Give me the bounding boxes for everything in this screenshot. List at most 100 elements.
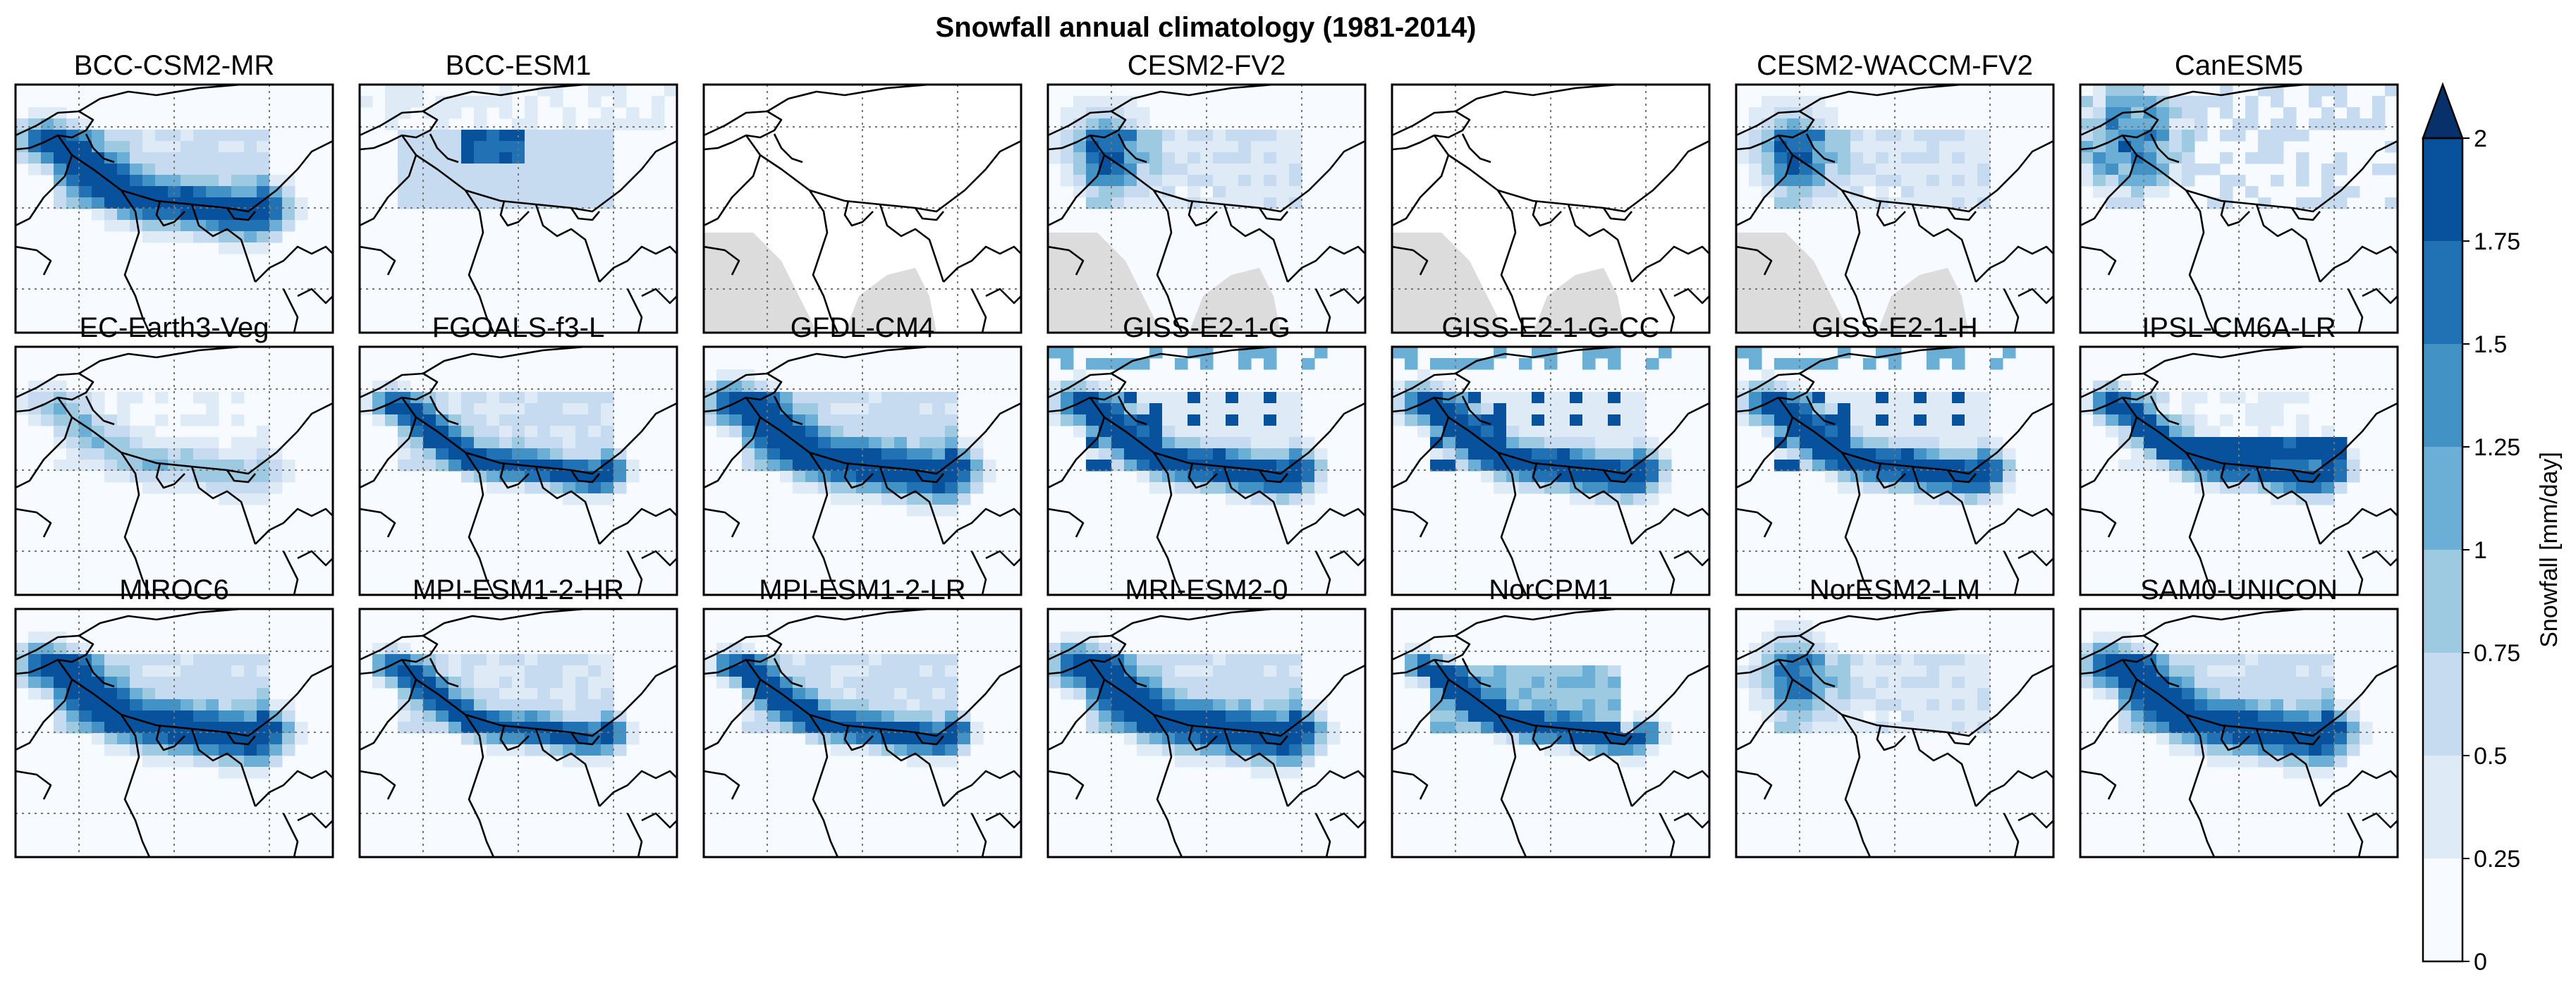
grid-cell [1048,392,1061,404]
grid-cell [282,460,295,472]
grid-cell [1965,688,1978,700]
country-border [985,550,1021,567]
grid-cell [1939,665,1953,677]
country-border [1448,402,1709,475]
grid-cell [601,197,614,209]
grid-cell [1850,414,1864,426]
grid-cell [410,699,424,711]
grid-cell [398,460,411,472]
grid-cell [16,677,29,689]
grid-cell [1289,665,1302,677]
grid-cell [1595,460,1609,472]
grid-cell [244,220,257,232]
grid-cell [780,471,793,483]
grid-cell [436,460,449,472]
grid-cell [831,699,844,711]
grid-cell [1276,197,1290,209]
grid-cell [269,733,283,745]
grid-cell [1443,699,1456,711]
grid-cell [2334,722,2348,734]
grid-cell [945,460,958,472]
grid-cell [1774,164,1788,176]
grid-cell [525,710,538,722]
country-border [1975,770,2053,807]
country-border [360,634,439,675]
grid-cell [155,665,169,677]
grid-cell [1213,688,1226,700]
grid-cell [1137,471,1150,483]
grid-cell [1276,392,1290,404]
grid-cell [474,722,487,734]
grid-cell [2182,677,2195,689]
grid-cell [2309,665,2322,677]
grid-cell [1825,186,1838,198]
grid-cell [1939,448,1953,460]
grid-cell [104,677,118,689]
grid-cell [1977,654,1991,666]
grid-cell [1099,665,1112,677]
grid-cell [920,733,933,745]
grid-cell [142,482,156,494]
grid-cell [1238,437,1252,449]
grid-cell [499,744,513,756]
grid-cell [2220,744,2233,756]
grid-cell [614,448,627,460]
grid-cell [881,437,895,449]
grid-cell [168,152,181,164]
grid-cell [1099,141,1112,153]
grid-cell [1276,756,1290,768]
grid-cell [537,437,551,449]
country-border [1736,507,1773,538]
country-border [190,728,257,807]
grid-cell [231,733,245,745]
grid-cell [1200,403,1214,415]
grid-cell [2131,460,2144,472]
country-border [1567,466,1633,545]
grid-cell [1481,426,1494,438]
grid-cell [1914,665,1927,677]
grid-cell [66,175,80,187]
grid-cell [2207,688,2221,700]
country-border [1188,462,1218,489]
grid-cell [181,130,194,142]
grid-cell [512,403,525,415]
grid-cell [575,699,589,711]
grid-cell [1455,710,1469,722]
grid-cell [1481,665,1494,677]
grid-cell [2296,733,2309,745]
grid-cell [79,437,92,449]
grid-cell [869,403,882,415]
country-border [2149,133,2180,164]
grid-cell [1939,722,1953,734]
grid-cell [461,654,475,666]
grid-cell [704,381,717,393]
panel-title: NorCPM1 [1489,574,1613,605]
grid-cell [79,460,92,472]
grid-cell [1977,460,1991,472]
grid-cell [2106,688,2119,700]
grid-cell [1314,482,1328,494]
grid-cell [1137,164,1150,176]
grid-cell [970,471,984,483]
grid-cell [525,130,538,142]
grid-cell [1620,722,1634,734]
grid-cell [104,175,118,187]
country-border [464,452,495,595]
grid-cell [66,141,80,153]
grid-cell [1175,358,1188,370]
grid-cell [742,710,755,722]
grid-cell [92,141,105,153]
grid-cell [1430,448,1443,460]
grid-cell [2334,448,2348,460]
grid-cell [1608,392,1621,404]
grid-cell [1863,688,1876,700]
country-border [2149,658,2180,688]
grid-cell [1608,437,1621,449]
country-border [1258,732,1288,746]
grid-cell [2118,141,2132,153]
grid-cell [2296,699,2309,711]
grid-cell [436,426,449,438]
grid-cell [1901,448,1915,460]
grid-cell [231,186,245,198]
map-field [1736,609,2053,857]
